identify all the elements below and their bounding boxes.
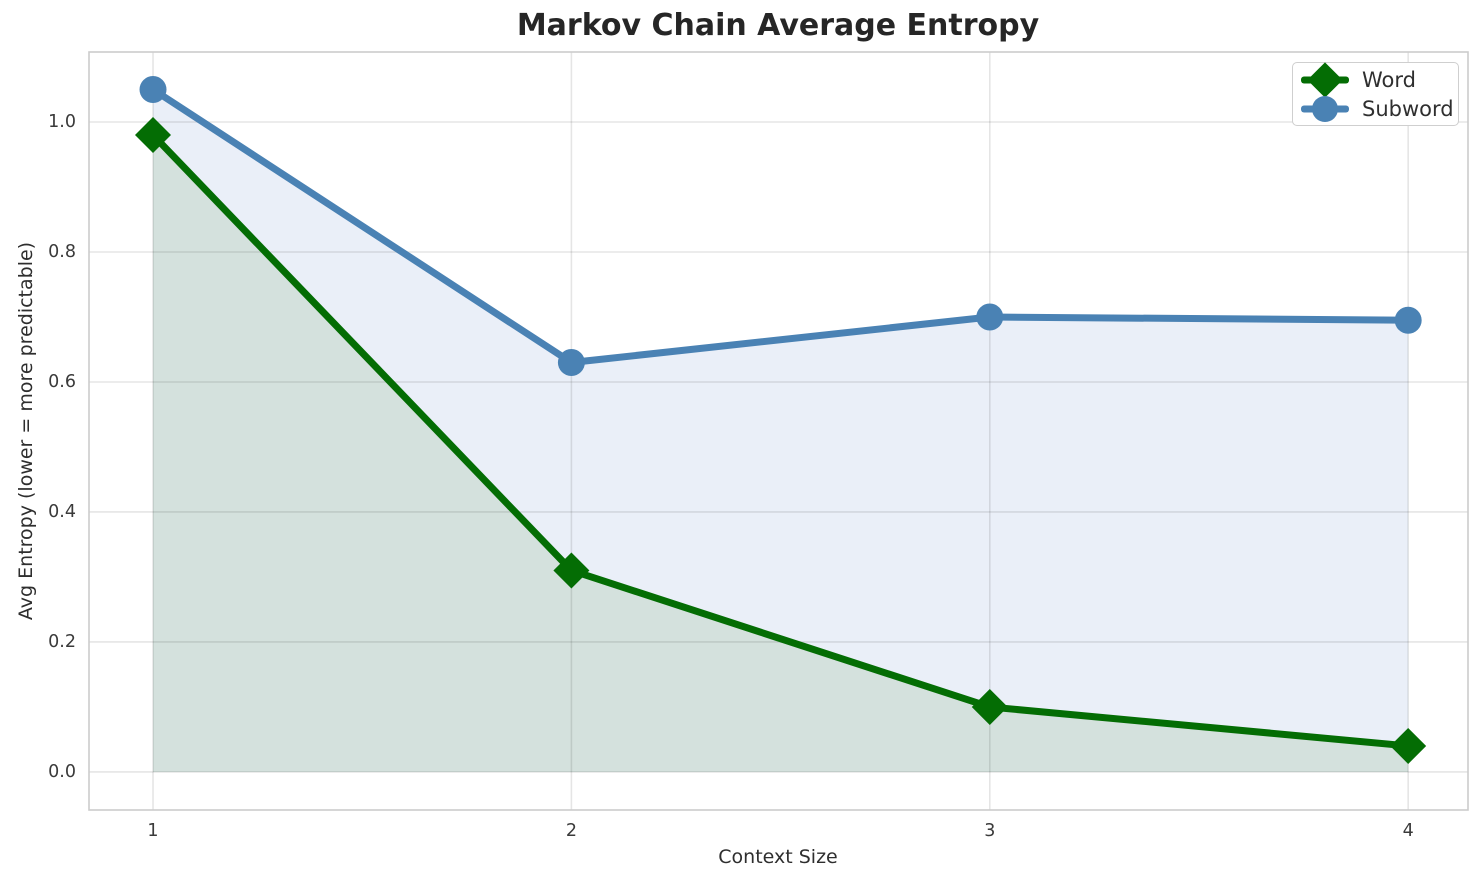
diamond-icon (1307, 61, 1343, 98)
subword-point-marker (139, 76, 167, 104)
word-line (150, 132, 1409, 750)
circle-icon (1312, 95, 1338, 122)
subword-point-marker (1394, 306, 1422, 334)
x-tick-label: 1 (147, 821, 159, 841)
series-subword (139, 76, 1422, 376)
x-tick-label: 2 (565, 821, 577, 841)
legend: Word Subword (1292, 61, 1459, 126)
y-tick-label: 1.0 (48, 112, 76, 132)
plot-border (88, 51, 1469, 811)
legend-item-subword: Subword (1301, 94, 1454, 123)
chart-title: Markov Chain Average Entropy (516, 8, 1040, 43)
subword-point-marker (557, 348, 585, 376)
subword-marker-icon (1301, 94, 1349, 123)
gridlines (89, 52, 1468, 810)
y-tick-label: 0.2 (48, 631, 76, 652)
word-point-marker (1390, 727, 1427, 764)
y-tick-label: 0.0 (48, 761, 76, 782)
legend-label-subword: Subword (1362, 96, 1454, 121)
legend-label-word: Word (1362, 67, 1416, 92)
word-marker-icon (1301, 61, 1349, 98)
y-tick-label: 0.8 (48, 241, 76, 262)
area-fills (153, 89, 1409, 772)
word-point-marker (135, 117, 172, 154)
legend-item-word: Word (1301, 61, 1448, 98)
subword-line (151, 86, 1409, 366)
x-tick-label: 4 (1402, 821, 1414, 841)
y-tick-label: 0.6 (48, 371, 76, 392)
word-point-marker (553, 552, 590, 589)
subword-point-marker (976, 303, 1004, 331)
y-axis-label: Avg Entropy (lower = more predictable) (15, 241, 37, 621)
series-word (135, 117, 1427, 764)
word-point-marker (971, 688, 1008, 725)
x-axis-label: Context Size (718, 846, 838, 868)
y-tick-label: 0.4 (48, 501, 76, 522)
x-tick-label: 3 (984, 821, 996, 841)
area-fill-word (153, 135, 1409, 772)
